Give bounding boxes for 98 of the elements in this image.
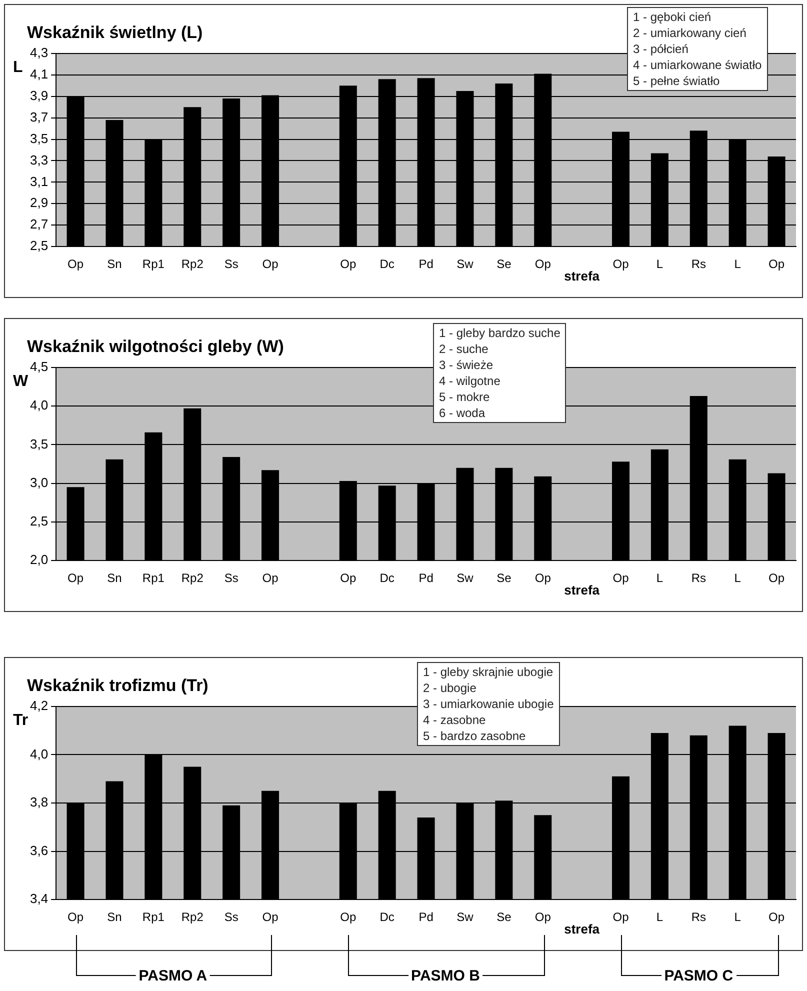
text: PASMO B	[408, 968, 483, 984]
x-tick-label: Pd	[418, 571, 434, 586]
x-tick-label: Sn	[107, 571, 122, 586]
x-tick-label: Op	[68, 910, 84, 924]
text: 1 - gleby bardzo suche	[439, 326, 560, 340]
x-tick-label: Rp1	[142, 910, 165, 924]
x-tick-label: Rp1	[142, 257, 165, 272]
x-tick-label: Op	[68, 571, 84, 586]
y-tick-label: 3,7	[30, 109, 48, 124]
x-tick-label: Pd	[418, 257, 434, 272]
x-tick-label: Ss	[224, 910, 238, 924]
chart-title: Wskaźnik świetlny (L)	[27, 22, 203, 42]
x-tick-label: Op	[534, 910, 552, 924]
x-tick-label: Op	[768, 910, 785, 924]
x-tick-label: Op	[768, 571, 785, 586]
x-tick-label: Op	[612, 910, 630, 924]
x-tick-label: Se	[496, 910, 512, 924]
x-tick-label: Se	[496, 571, 512, 586]
y-axis-title: L	[13, 58, 23, 76]
x-tick-label: Sn	[107, 257, 122, 272]
x-tick-label: Op	[68, 257, 84, 272]
x-tick-label: L	[656, 910, 664, 924]
annotation: 5 - bardzo zasobne	[423, 728, 527, 744]
x-axis-title: strefa	[564, 268, 600, 284]
x-tick-label: L	[656, 571, 664, 586]
x-tick-label: Op	[340, 257, 356, 272]
annotation: 5 - pełne światło	[633, 73, 721, 89]
annotation: 6 - woda	[439, 405, 486, 421]
x-tick-label: Op	[262, 257, 279, 272]
x-tick-label: Rp2	[181, 257, 204, 272]
x-tick-label: L	[734, 257, 742, 272]
x-axis-title: strefa	[564, 922, 600, 937]
annotation: 3 - półcień	[633, 41, 690, 57]
x-tick-label: Op	[534, 571, 552, 586]
chart-title: Wskaźnik trofizmu (Tr)	[27, 676, 208, 695]
x-tick-label: Op	[340, 910, 356, 924]
x-tick-label: Ss	[224, 571, 238, 586]
y-tick-label: 3,3	[30, 152, 48, 168]
x-tick-label: Rs	[691, 571, 706, 586]
text: PASMO C	[661, 968, 736, 984]
text: 2 - suche	[439, 342, 488, 356]
y-tick-label: 3,8	[30, 794, 48, 810]
x-tick-label: Rs	[691, 910, 706, 924]
x-tick-label: Pd	[418, 910, 434, 924]
x-tick-label: Op	[612, 571, 630, 586]
y-tick-label: 2,7	[30, 216, 48, 232]
y-tick-label: 3,1	[30, 174, 48, 189]
annotation: 4 - umiarkowane światło	[633, 57, 762, 73]
y-tick-label: 3,9	[30, 88, 48, 103]
x-tick-label: Rp2	[181, 910, 204, 924]
y-axis-title: W	[13, 372, 29, 390]
x-tick-label: Op	[340, 571, 356, 586]
x-tick-label: Sw	[456, 910, 474, 924]
y-tick-label: 4,3	[30, 44, 48, 60]
y-tick-label: 3,6	[30, 842, 48, 858]
x-tick-label: Dc	[380, 257, 394, 272]
annotation: 4 - wilgotne	[439, 373, 502, 389]
y-tick-label: 4,1	[30, 66, 48, 82]
x-tick-label: Op	[262, 910, 279, 924]
x-tick-label: L	[734, 571, 742, 586]
y-tick-label: 2,5	[30, 238, 48, 254]
x-tick-label: Sw	[456, 257, 474, 272]
y-axis-title: Tr	[13, 712, 28, 729]
x-axis-title: strefa	[564, 582, 600, 598]
y-tick-label: 4,2	[30, 698, 48, 713]
x-tick-label: Op	[612, 257, 630, 272]
x-tick-label: L	[656, 257, 664, 272]
y-tick-label: 3,4	[30, 891, 48, 906]
y-tick-label: 4,5	[30, 358, 48, 374]
annotation: 4 - zasobne	[423, 712, 487, 728]
annotation: 3 - umiarkowanie ubogie	[423, 696, 554, 712]
x-tick-label: Se	[496, 257, 512, 272]
x-tick-label: Sn	[107, 910, 122, 924]
y-tick-label: 4,0	[30, 398, 48, 413]
y-tick-label: 3,0	[30, 474, 48, 490]
y-tick-label: 2,5	[30, 514, 48, 529]
x-tick-label: Op	[768, 257, 785, 272]
x-tick-label: Rs	[691, 257, 706, 272]
x-tick-label: Ss	[224, 257, 238, 272]
key-box: 1 - gęboki cień 2 - umiarkowany cień 3 - półcień 4 - umiarkowane światło 5 - pełne światło	[627, 7, 768, 91]
x-tick-label: Rp2	[181, 571, 204, 586]
y-tick-label: 4,0	[30, 746, 48, 762]
y-tick-label: 2,9	[30, 195, 48, 210]
y-tick-label: 3,5	[30, 436, 48, 452]
text: PASMO A	[136, 968, 210, 984]
x-tick-label: L	[734, 910, 742, 924]
x-tick-label: Sw	[456, 571, 474, 586]
chart-title: Wskaźnik wilgotności gleby (W)	[27, 336, 284, 356]
x-tick-label: Op	[262, 571, 279, 586]
x-tick-label: Dc	[380, 571, 394, 586]
x-tick-label: Rp1	[142, 571, 165, 586]
y-tick-label: 3,5	[30, 130, 48, 146]
x-tick-label: Op	[534, 257, 552, 272]
annotation: 5 - mokre	[439, 389, 491, 405]
y-tick-label: 2,0	[30, 552, 48, 568]
key-box: 1 - gleby skrajnie ubogie 2 - ubogie 3 - umiarkowanie ubogie 4 - zasobne 5 - bardzo zasobne	[417, 662, 560, 746]
annotation: 3 - świeże	[439, 357, 494, 373]
x-tick-label: Dc	[380, 910, 394, 924]
